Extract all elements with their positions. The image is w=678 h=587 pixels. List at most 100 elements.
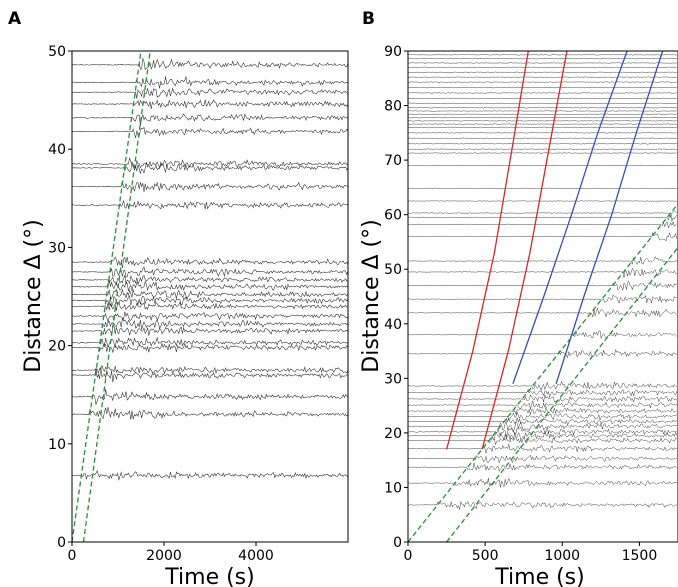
seismogram-trace: [408, 143, 677, 145]
panel-label-b: B: [362, 9, 375, 29]
seismogram-trace: [408, 267, 677, 278]
y-tick-label: 20: [48, 339, 66, 355]
seismogram-trace: [408, 380, 677, 392]
x-tick-label: 0: [404, 548, 413, 564]
seismogram-trace: [72, 364, 348, 375]
seismogram-trace: [408, 419, 677, 433]
y-tick-label: 50: [384, 262, 402, 278]
y-tick-label: 80: [384, 99, 402, 115]
seismogram-trace: [408, 116, 677, 119]
phase-arrival-line: [555, 51, 664, 384]
y-tick-label: 0: [393, 535, 402, 551]
seismogram-trace: [408, 210, 677, 218]
phase-arrival-line: [481, 51, 568, 450]
y-tick-label: 20: [384, 426, 402, 442]
seismogram-trace: [408, 152, 677, 154]
axes-a: 0 2000 4000 0 10 20 30 40 50: [48, 44, 274, 564]
seismogram-trace: [72, 317, 348, 330]
seismogram-trace: [408, 200, 677, 202]
seismogram-traces-b: [408, 54, 678, 510]
y-tick-label: 30: [384, 371, 402, 387]
seismogram-trace: [72, 200, 348, 210]
travel-time-curves-a: [72, 51, 151, 542]
y-tick-label: 40: [48, 142, 66, 158]
seismogram-trace: [72, 126, 348, 139]
seismogram-trace: [72, 294, 348, 308]
seismogram-trace: [72, 256, 348, 269]
seismogram-trace: [72, 389, 348, 406]
seismogram-trace: [408, 430, 678, 441]
seismogram-trace: [408, 426, 677, 438]
seismogram-trace: [408, 477, 677, 488]
y-tick-label: 90: [384, 44, 402, 60]
x-axis-label-b: Time (s): [494, 565, 584, 587]
phase-arrival-dashed-line: [446, 246, 678, 542]
seismogram-trace: [408, 454, 677, 464]
seismogram-traces-a: [72, 57, 348, 481]
seismogram-trace: [408, 54, 677, 56]
seismogram-trace: [408, 81, 677, 83]
seismogram-trace: [408, 66, 677, 69]
x-tick-label: 500: [472, 548, 499, 564]
x-axis-label-a: Time (s): [164, 565, 254, 587]
seismogram-trace: [72, 113, 348, 126]
seismogram-trace: [408, 463, 677, 473]
seismogram-trace: [408, 102, 677, 105]
seismogram-trace: [408, 137, 677, 139]
travel-time-curves-b: [408, 51, 678, 542]
chart-panel-b: 0 500 1000 1500 0 10 20 30 40 50 60 70 80 90 Time (s)…: [359, 44, 678, 587]
seismogram-trace: [72, 87, 348, 99]
seismogram-trace: [72, 311, 348, 324]
seismogram-trace: [408, 76, 677, 78]
seismogram-trace: [408, 57, 677, 60]
seismogram-trace: [408, 164, 677, 167]
seismogram-trace: [72, 75, 348, 89]
chart-panel-a: 0 2000 4000 0 10 20 30 40 50 Time (s) Distance Δ…: [21, 44, 349, 587]
seismogram-trace: [408, 416, 677, 426]
phase-arrival-dashed-line: [408, 203, 678, 542]
seismogram-trace: [408, 126, 677, 129]
y-tick-label: 10: [48, 437, 66, 453]
seismogram-trace: [72, 99, 348, 109]
seismogram-trace: [408, 399, 678, 410]
seismogram-trace: [72, 301, 348, 311]
seismogram-trace: [408, 307, 677, 318]
y-axis-label-a: Distance Δ (°): [21, 219, 46, 372]
seismogram-trace: [72, 470, 348, 481]
seismogram-trace: [408, 330, 677, 339]
seismogram-trace: [72, 279, 348, 292]
phase-arrival-dashed-line: [82, 51, 151, 542]
seismogram-trace: [72, 325, 348, 336]
seismogram-trace: [408, 411, 678, 421]
seismogram-trace: [408, 220, 677, 229]
y-tick-label: 0: [57, 535, 66, 551]
panel-label-a: A: [8, 9, 22, 29]
y-tick-label: 50: [48, 44, 66, 60]
phase-arrival-line: [445, 51, 529, 450]
seismogram-trace: [72, 274, 348, 286]
seismogram-trace: [408, 256, 678, 266]
x-tick-label: 2000: [146, 548, 182, 564]
seismogram-trace: [72, 288, 348, 300]
seismogram-trace: [72, 161, 348, 175]
seismogram-trace: [408, 107, 677, 109]
seismogram-trace: [408, 97, 677, 100]
x-tick-label: 0: [68, 548, 77, 564]
seismogram-trace: [72, 337, 348, 348]
seismogram-trace: [72, 342, 348, 353]
y-axis-label-b: Distance Δ (°): [359, 219, 384, 372]
seismogram-trace: [408, 120, 677, 122]
seismogram-trace: [408, 348, 677, 359]
seismogram-trace: [408, 214, 678, 222]
y-tick-label: 70: [384, 153, 402, 169]
seismogram-trace: [408, 231, 678, 242]
seismogram-trace: [408, 148, 677, 150]
x-tick-label: 1000: [544, 548, 580, 564]
seismogram-trace: [72, 367, 348, 383]
seismogram-trace: [408, 394, 677, 403]
seismogram-trace: [72, 266, 348, 278]
plot-frame-a: [71, 50, 349, 543]
seismogram-trace: [408, 280, 677, 291]
seismogram-trace: [408, 62, 677, 64]
